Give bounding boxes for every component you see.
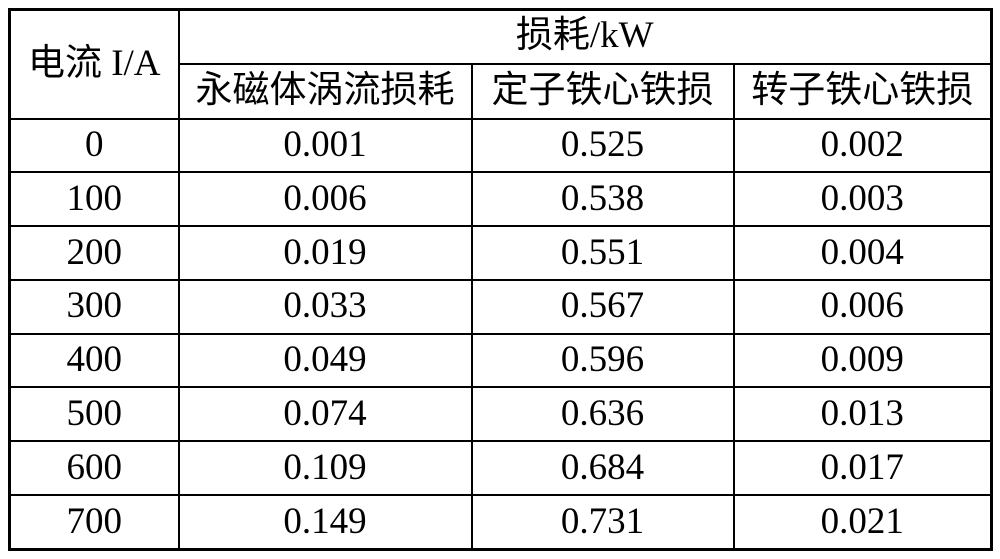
- pm-eddy-loss-cell: 0.001: [177, 117, 473, 174]
- stator-core-loss-cell: 0.525: [470, 117, 735, 174]
- stator-core-loss-cell: 0.731: [470, 493, 735, 551]
- table-row: 700 0.149 0.731 0.021: [8, 493, 993, 551]
- current-cell: 500: [8, 386, 180, 443]
- rotor-core-loss-cell: 0.009: [732, 332, 993, 389]
- table-row: 0 0.001 0.525 0.002: [8, 117, 993, 174]
- current-cell: 0: [8, 117, 180, 174]
- stator-core-loss-cell: 0.596: [470, 332, 735, 389]
- pm-eddy-loss-cell: 0.109: [177, 440, 473, 496]
- rotor-core-loss-cell: 0.002: [732, 117, 993, 174]
- current-cell: 200: [8, 225, 180, 281]
- table-row: 100 0.006 0.538 0.003: [8, 171, 993, 228]
- table-row: 500 0.074 0.636 0.013: [8, 386, 993, 443]
- rotor-core-loss-cell: 0.003: [732, 171, 993, 228]
- corner-header-current: 电流 I/A: [8, 8, 180, 120]
- subheader-stator-core-loss: 定子铁心铁损: [470, 62, 735, 120]
- table-row: 400 0.049 0.596 0.009: [8, 332, 993, 389]
- rotor-core-loss-cell: 0.017: [732, 440, 993, 496]
- pm-eddy-loss-cell: 0.149: [177, 493, 473, 551]
- stator-core-loss-cell: 0.551: [470, 225, 735, 281]
- current-cell: 400: [8, 332, 180, 389]
- current-cell: 700: [8, 493, 180, 551]
- current-cell: 300: [8, 278, 180, 335]
- header-row-group: 电流 I/A 损耗/kW: [8, 8, 993, 120]
- subheader-rotor-core-loss: 转子铁心铁损: [732, 62, 993, 120]
- current-cell: 600: [8, 440, 180, 496]
- pm-eddy-loss-cell: 0.033: [177, 278, 473, 335]
- subheader-pm-eddy-loss: 永磁体涡流损耗: [177, 62, 473, 120]
- header-row-sub: 永磁体涡流损耗 定子铁心铁损 转子铁心铁损: [10, 62, 993, 120]
- rotor-core-loss-cell: 0.021: [732, 493, 993, 551]
- group-header-loss-kw: 损耗/kW: [177, 8, 993, 65]
- pm-eddy-loss-cell: 0.074: [177, 386, 473, 443]
- table-row: 300 0.033 0.567 0.006: [8, 278, 993, 335]
- rotor-core-loss-cell: 0.006: [732, 278, 993, 335]
- rotor-core-loss-cell: 0.013: [732, 386, 993, 443]
- rotor-core-loss-cell: 0.004: [732, 225, 993, 281]
- table-row: 200 0.019 0.551 0.004: [8, 225, 993, 281]
- stator-core-loss-cell: 0.636: [470, 386, 735, 443]
- table-row: 600 0.109 0.684 0.017: [8, 440, 993, 496]
- pm-eddy-loss-cell: 0.019: [177, 225, 473, 281]
- stator-core-loss-cell: 0.538: [470, 171, 735, 228]
- motor-loss-table: 电流 I/A 损耗/kW 永磁体涡流损耗 定子铁心铁损 转子铁心铁损 0 0.0…: [8, 8, 993, 551]
- pm-eddy-loss-cell: 0.049: [177, 332, 473, 389]
- pm-eddy-loss-cell: 0.006: [177, 171, 473, 228]
- current-cell: 100: [8, 171, 180, 228]
- stator-core-loss-cell: 0.567: [470, 278, 735, 335]
- loss-table-container: 电流 I/A 损耗/kW 永磁体涡流损耗 定子铁心铁损 转子铁心铁损 0 0.0…: [8, 8, 993, 551]
- stator-core-loss-cell: 0.684: [470, 440, 735, 496]
